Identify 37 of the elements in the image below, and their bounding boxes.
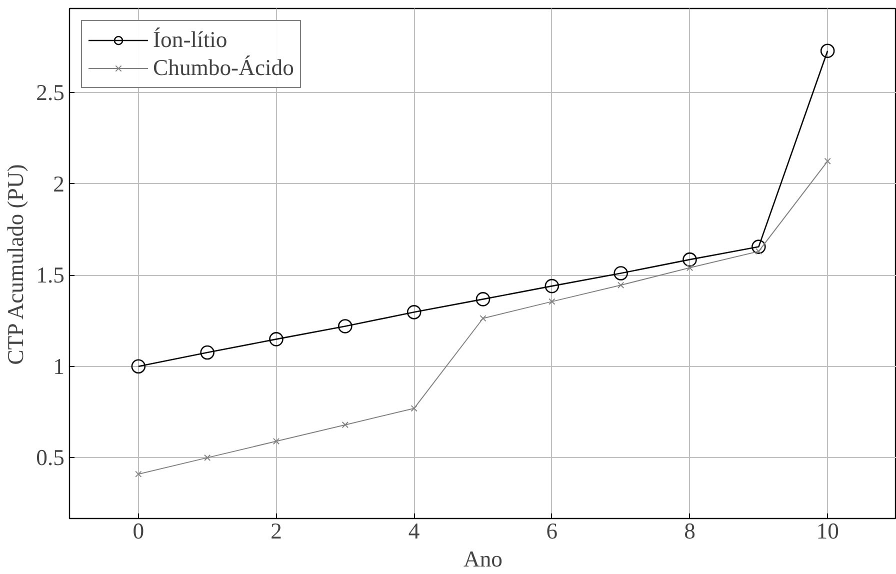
y-tick-label: 2 — [53, 171, 64, 196]
point — [269, 332, 284, 346]
legend-label: Chumbo-Ácido — [153, 55, 294, 81]
x-tick-label: 4 — [408, 518, 420, 544]
point — [338, 319, 352, 334]
x-tick-label: 6 — [546, 518, 558, 544]
point — [272, 438, 280, 445]
point — [410, 405, 418, 412]
y-tick-label: 1.5 — [36, 262, 65, 288]
x-axis-title: Ano — [463, 546, 503, 572]
point — [824, 158, 831, 164]
y-tick-label: 1 — [53, 354, 64, 379]
point — [476, 292, 490, 306]
point — [820, 44, 835, 58]
point — [342, 422, 348, 428]
x-tick-label: 10 — [816, 518, 839, 544]
point — [131, 359, 146, 374]
point — [200, 345, 214, 360]
point — [406, 305, 422, 320]
point — [618, 282, 624, 288]
point — [686, 264, 694, 272]
point — [682, 252, 697, 267]
legend-label: Íon-lítio — [153, 27, 228, 53]
point — [752, 240, 766, 254]
point — [204, 454, 211, 462]
point — [755, 248, 762, 255]
x-tick-label: 8 — [684, 518, 696, 544]
point — [544, 278, 560, 294]
point — [548, 298, 556, 305]
point — [135, 470, 142, 478]
y-tick-label: 0.5 — [36, 445, 65, 470]
x-tick-label: 2 — [270, 518, 282, 544]
point — [480, 315, 486, 322]
point — [614, 266, 628, 280]
y-axis-title: CTP Acumulado (PU) — [3, 164, 28, 365]
y-tick-label: 2.5 — [36, 80, 65, 105]
x-tick-label: 0 — [132, 518, 144, 544]
